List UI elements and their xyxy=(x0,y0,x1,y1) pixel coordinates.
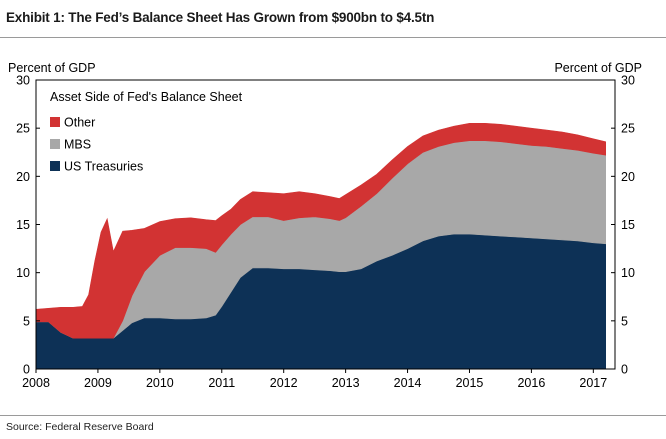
y-tick-label-right: 10 xyxy=(621,266,635,280)
y-axis-title-left: Percent of GDP xyxy=(8,61,96,75)
top-divider xyxy=(0,37,666,38)
x-tick-label: 2010 xyxy=(146,376,174,390)
y-tick-label-left: 30 xyxy=(16,74,30,88)
y-tick-label-left: 15 xyxy=(16,218,30,232)
x-tick-label: 2016 xyxy=(517,376,545,390)
y-tick-label-right: 5 xyxy=(621,314,628,328)
legend-swatch-other xyxy=(50,117,60,127)
x-tick-label: 2015 xyxy=(456,376,484,390)
x-tick-label: 2009 xyxy=(84,376,112,390)
y-tick-label-left: 5 xyxy=(23,314,30,328)
x-tick-label: 2008 xyxy=(22,376,50,390)
x-tick-label: 2013 xyxy=(332,376,360,390)
legend-swatch-us-treasuries xyxy=(50,161,60,171)
y-tick-label-right: 15 xyxy=(621,218,635,232)
y-tick-label-right: 30 xyxy=(621,74,635,88)
y-tick-label-right: 20 xyxy=(621,170,635,184)
exhibit-title: Exhibit 1: The Fed’s Balance Sheet Has G… xyxy=(6,10,435,25)
y-tick-label-right: 25 xyxy=(621,122,635,136)
x-tick-label: 2014 xyxy=(394,376,422,390)
y-tick-label-right: 0 xyxy=(621,363,628,377)
legend-label-mbs: MBS xyxy=(64,138,91,152)
x-tick-label: 2012 xyxy=(270,376,298,390)
y-axis-title-right: Percent of GDP xyxy=(554,61,642,75)
x-tick-label: 2017 xyxy=(579,376,607,390)
bottom-divider xyxy=(0,415,666,416)
y-tick-label-left: 0 xyxy=(23,363,30,377)
y-tick-label-left: 25 xyxy=(16,122,30,136)
legend-swatch-mbs xyxy=(50,139,60,149)
legend-label-other: Other xyxy=(64,116,95,130)
y-tick-label-left: 10 xyxy=(16,266,30,280)
area-other xyxy=(35,123,606,339)
y-tick-label-left: 20 xyxy=(16,170,30,184)
chart-title: Asset Side of Fed's Balance Sheet xyxy=(50,90,243,104)
source-note: Source: Federal Reserve Board xyxy=(6,421,154,433)
x-tick-label: 2011 xyxy=(208,376,235,390)
legend-label-us-treasuries: US Treasuries xyxy=(64,160,143,174)
